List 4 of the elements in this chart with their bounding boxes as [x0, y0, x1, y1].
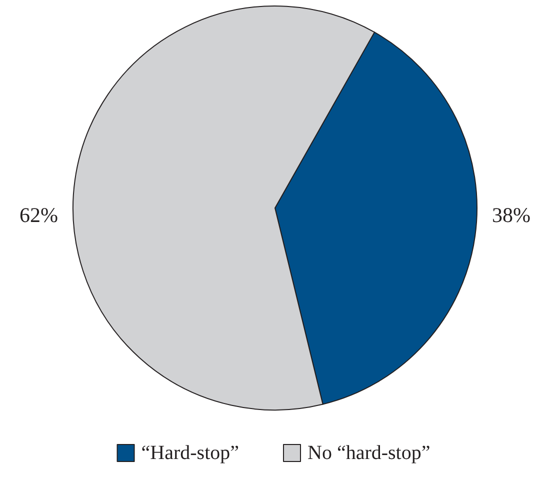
data-label: 38% — [492, 203, 530, 227]
legend-label: No “hard-stop” — [308, 442, 430, 464]
data-label: 62% — [20, 203, 58, 227]
legend-label: “Hard-stop” — [141, 442, 239, 464]
